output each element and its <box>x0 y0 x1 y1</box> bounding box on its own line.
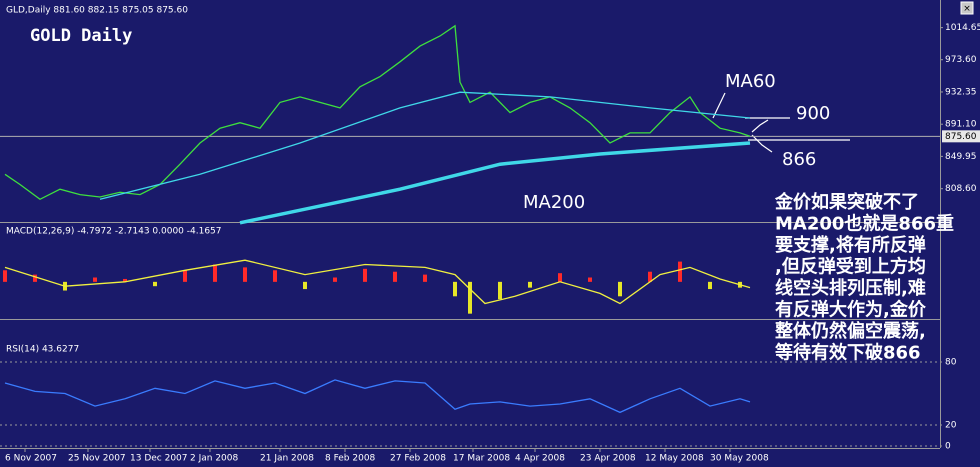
annotation: MA200 <box>523 192 585 213</box>
bar <box>423 274 427 282</box>
bar <box>453 281 457 297</box>
y-tick-label: 20 <box>945 421 957 431</box>
y-tick-label: 808.60 <box>945 184 977 194</box>
note-line: 等待有效下破866 <box>775 342 921 364</box>
bar <box>708 281 712 290</box>
x-tick-label: 30 May 2008 <box>710 454 769 464</box>
bar <box>3 270 7 282</box>
bar <box>498 281 502 300</box>
annotation: MA60 <box>725 71 776 92</box>
note-line: 有反弹大作为,金价 <box>775 299 927 321</box>
y-tick-label: 0 <box>945 442 951 452</box>
y-tick-label: 932.35 <box>945 87 977 97</box>
annotation-lines <box>712 92 850 153</box>
note-line: 线空头排列压制,难 <box>775 277 926 299</box>
annotation: 866 <box>782 149 816 170</box>
bar <box>618 281 622 297</box>
x-tick-label: 12 May 2008 <box>645 454 704 464</box>
price-label-box <box>942 130 980 143</box>
y-tick-label: 891.10 <box>945 120 977 130</box>
chart-title: GOLD Daily <box>30 26 132 46</box>
bar <box>333 277 337 282</box>
line <box>4 379 751 414</box>
rsi-title: RSI(14) 43.6277 <box>6 345 79 355</box>
x-tick-label: 6 Nov 2007 <box>5 454 57 464</box>
bar <box>363 268 367 282</box>
annotation: 900 <box>796 103 830 124</box>
close-button[interactable] <box>960 1 974 15</box>
y-tick-label: 80 <box>945 358 957 368</box>
bar <box>93 277 97 282</box>
x-tick-label: 21 Jan 2008 <box>260 454 314 464</box>
bar <box>393 271 397 282</box>
bar <box>468 281 472 314</box>
bar <box>558 273 562 282</box>
bar <box>153 281 157 287</box>
x-tick-label: 25 Nov 2007 <box>68 454 126 464</box>
bar <box>648 271 652 282</box>
x-tick-label: 17 Mar 2008 <box>453 454 510 464</box>
y-tick-label: 973.60 <box>945 55 977 65</box>
bar <box>213 264 217 282</box>
bar <box>588 277 592 282</box>
close-icon: × <box>963 4 971 14</box>
note-line: 整体仍然偏空震荡, <box>774 320 926 342</box>
note-line: ,但反弹受到上方均 <box>775 256 926 278</box>
y-tick-label: 1014.65 <box>945 23 980 33</box>
note-line: 金价如果突破不了 <box>774 191 919 213</box>
line <box>99 91 751 200</box>
note-line: 要支撑,将有所反弹 <box>775 234 926 256</box>
bar <box>123 278 127 282</box>
bar <box>183 270 187 282</box>
bar <box>243 267 247 282</box>
frame <box>0 0 941 449</box>
line <box>239 141 751 225</box>
line <box>4 24 751 201</box>
bar <box>528 281 532 288</box>
note-line: MA200也就是866重 <box>775 213 954 235</box>
bar <box>33 274 37 282</box>
line <box>4 259 751 305</box>
x-tick-label: 4 Apr 2008 <box>515 454 565 464</box>
x-tick-label: 2 Jan 2008 <box>190 454 238 464</box>
macd-title: MACD(12,26,9) -4.7972 -2.7143 0.0000 -4.… <box>6 227 222 237</box>
x-tick-label: 27 Feb 2008 <box>390 454 446 464</box>
bar <box>273 270 277 282</box>
header: GLD,Daily 881.60 882.15 875.05 875.60 <box>6 6 188 16</box>
y-tick-label: 849.95 <box>945 152 977 162</box>
x-tick-label: 23 Apr 2008 <box>580 454 636 464</box>
bar <box>678 261 682 282</box>
x-tick-label: 8 Feb 2008 <box>325 454 376 464</box>
bar <box>303 281 307 290</box>
x-tick-label: 13 Dec 2007 <box>130 454 188 464</box>
price-label: 875.60 <box>945 132 977 142</box>
